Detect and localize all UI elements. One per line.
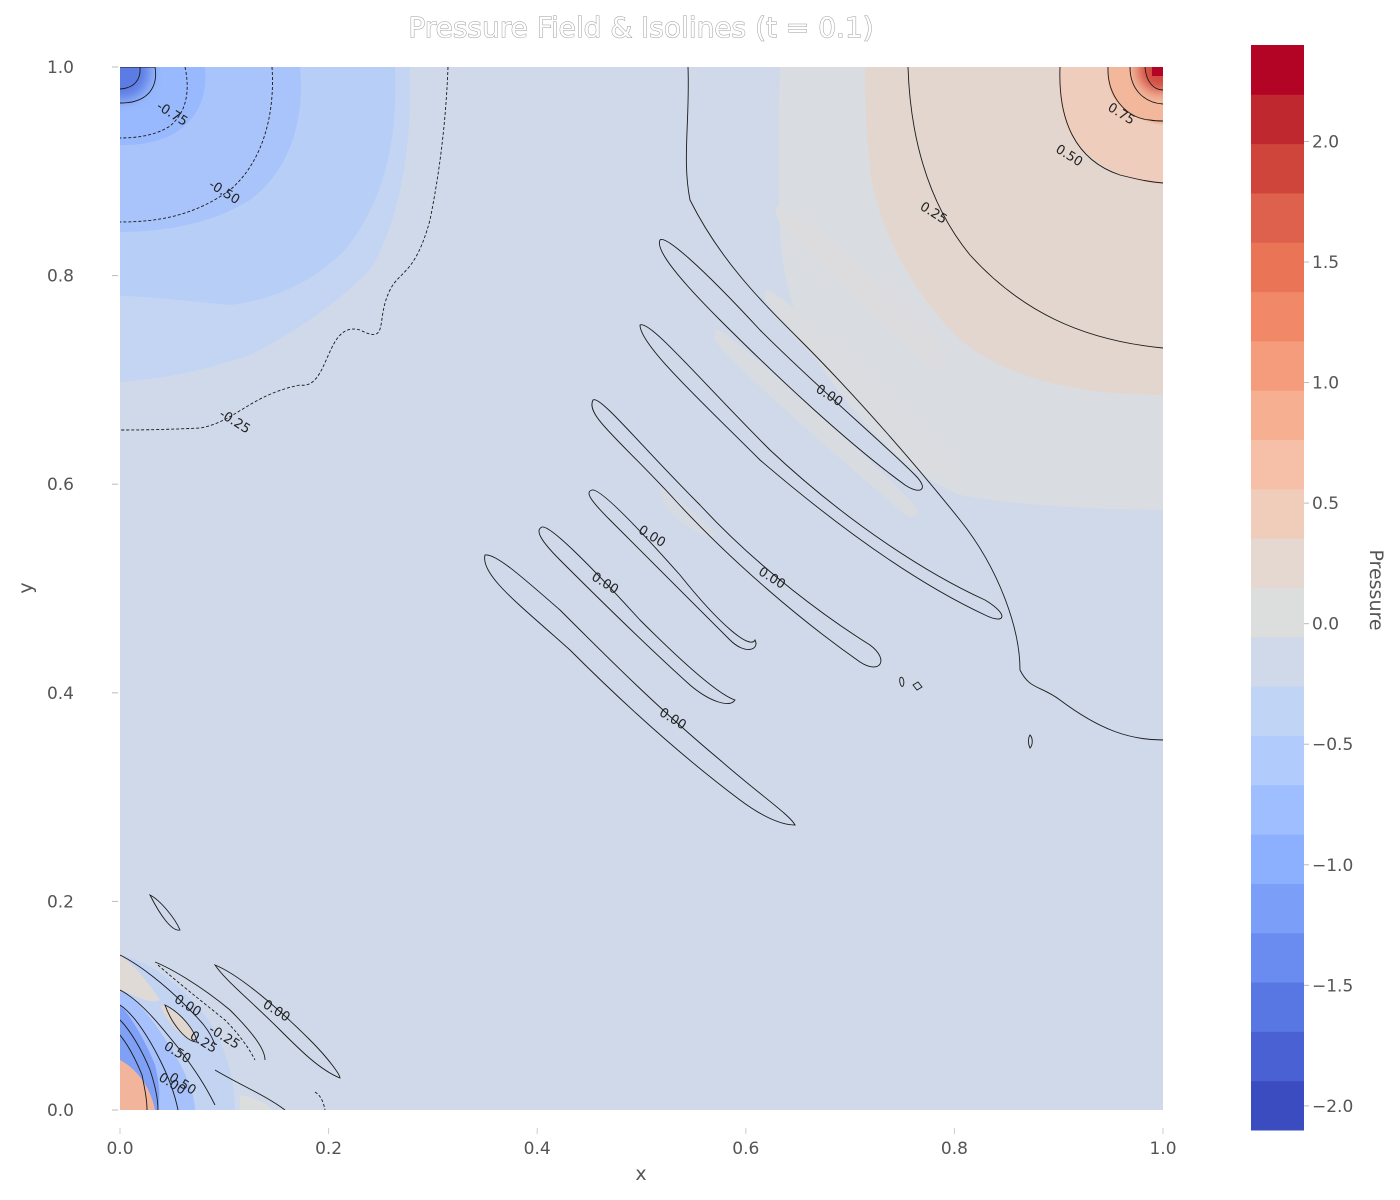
y-tick-label: 0.8 <box>47 267 74 287</box>
isoline-bl-2 <box>213 964 341 1079</box>
colorbar-tick-label: −1.5 <box>1312 976 1353 996</box>
low-core <box>120 67 150 100</box>
isoline-0-25 <box>907 67 1163 349</box>
isoline-bl-8 <box>120 1034 148 1110</box>
colorbar-tick-label: 2.0 <box>1312 132 1339 152</box>
isoline-high-core-inner <box>1144 67 1163 91</box>
y-tick-label: 0.0 <box>47 1101 74 1121</box>
colorbar-band <box>1251 1031 1304 1082</box>
colorbar-band <box>1251 982 1304 1032</box>
bl-band-gray <box>240 1095 272 1110</box>
high-pressure-region <box>660 67 1163 537</box>
isoline-bl-6 <box>120 1004 179 1110</box>
isoline-bl-9 <box>164 1004 198 1043</box>
colorbar-band <box>1251 94 1304 145</box>
colorbar-band <box>1251 439 1304 490</box>
isoline-lobe-3 <box>591 399 882 668</box>
isoline-0-75 <box>1107 67 1163 122</box>
isoline-lobe-6 <box>484 554 796 826</box>
wave-band-2 <box>764 289 965 487</box>
isoline-high-core <box>1129 67 1163 105</box>
colorbar-band <box>1251 883 1304 934</box>
colorbar-label: Pressure <box>1365 549 1387 630</box>
x-tick-label: 0.8 <box>941 1139 968 1159</box>
isoline-lobe-1 <box>658 239 923 491</box>
isoline-bl-7 <box>120 1019 159 1110</box>
isoline-blob-2 <box>912 681 923 691</box>
y-axis-label: y <box>15 582 37 593</box>
wave-band-1 <box>775 205 945 370</box>
y-tick-label: 0.6 <box>47 475 74 495</box>
y-tick-label: 0.4 <box>47 684 74 704</box>
colorbar-band <box>1251 390 1304 441</box>
isoline-blob-1 <box>899 676 905 687</box>
high-core-peak <box>1152 67 1163 76</box>
colorbar-band <box>1251 291 1304 342</box>
isoline-blob-3 <box>1028 734 1033 749</box>
colorbar-band <box>1251 45 1304 95</box>
colorbar-tick-label: 0.0 <box>1312 615 1339 635</box>
colorbar-band <box>1251 686 1304 736</box>
x-axis-label: x <box>635 1163 646 1185</box>
colorbar-band <box>1251 834 1304 884</box>
colorbar-band <box>1251 340 1304 391</box>
colorbar-band <box>1251 932 1304 983</box>
colorbar-band <box>1251 1080 1304 1131</box>
isoline-lobe-4 <box>588 489 757 650</box>
x-axis: 0.0 0.2 0.4 0.6 0.8 1.0 <box>106 1128 1177 1159</box>
colorbar-band <box>1251 538 1304 588</box>
isoline-bl-5 <box>120 989 216 1106</box>
isoline-minus-0-75 <box>120 67 188 139</box>
isolines <box>120 67 1163 1110</box>
isoline-low-core-inner <box>120 67 141 90</box>
colorbar-tick-label: −0.5 <box>1312 735 1353 755</box>
colorbar-band <box>1251 636 1304 687</box>
colorbar-band <box>1251 192 1304 243</box>
colorbar-tick-label: −1.0 <box>1312 856 1353 876</box>
colorbar-band <box>1251 488 1304 539</box>
isoline-bl-1 <box>148 893 181 931</box>
colorbar-band <box>1251 143 1304 194</box>
isoline-0-50 <box>1059 67 1163 184</box>
isoline-0-00-diagonal <box>685 67 1163 741</box>
x-tick-label: 0.4 <box>524 1139 551 1159</box>
colorbar: −2.0 −1.5 −1.0 −0.5 0.0 0.5 1.0 1.5 2.0 <box>1251 45 1353 1131</box>
y-axis: 0.0 0.2 0.4 0.6 0.8 1.0 <box>47 58 118 1121</box>
colorbar-tick-label: −2.0 <box>1312 1097 1353 1117</box>
isoline-bl-dashed <box>314 1091 326 1110</box>
isoline-minus-0-25 <box>120 67 449 431</box>
colorbar-band <box>1251 587 1304 638</box>
isoline-bl-10 <box>214 1069 286 1110</box>
x-tick-label: 0.0 <box>106 1139 133 1159</box>
bottom-left-disturbance <box>120 955 272 1110</box>
colorbar-band <box>1251 735 1304 786</box>
plot-area: -0.75-0.50-0.250.750.500.250.000.000.000… <box>120 67 1163 1110</box>
isoline-lobe-2 <box>639 324 1003 620</box>
isoline-bl-dashed-2 <box>157 964 256 1061</box>
y-tick-label: 0.2 <box>47 892 74 912</box>
y-tick-label: 1.0 <box>47 58 74 78</box>
isoline-lobe-5 <box>538 526 736 704</box>
x-tick-label: 0.2 <box>315 1139 342 1159</box>
bl-band-warm <box>120 955 160 1002</box>
isoline-bl-4 <box>120 954 216 1046</box>
colorbar-band <box>1251 784 1304 835</box>
isoline-bl-3 <box>154 961 266 1061</box>
chart-title: Pressure Field & Isolines (t = 0.1) <box>408 11 873 44</box>
colorbar-tick-label: 1.0 <box>1312 374 1339 394</box>
colorbar-band <box>1251 242 1304 293</box>
colorbar-tick-label: 1.5 <box>1312 253 1339 273</box>
wave-band-4 <box>660 485 718 537</box>
low-pressure-region <box>120 67 411 382</box>
colorbar-tick-label: 0.5 <box>1312 494 1339 514</box>
x-tick-label: 0.6 <box>732 1139 759 1159</box>
isoline-low-core <box>120 67 157 104</box>
x-tick-label: 1.0 <box>1149 1139 1176 1159</box>
wave-band-3 <box>714 329 918 517</box>
